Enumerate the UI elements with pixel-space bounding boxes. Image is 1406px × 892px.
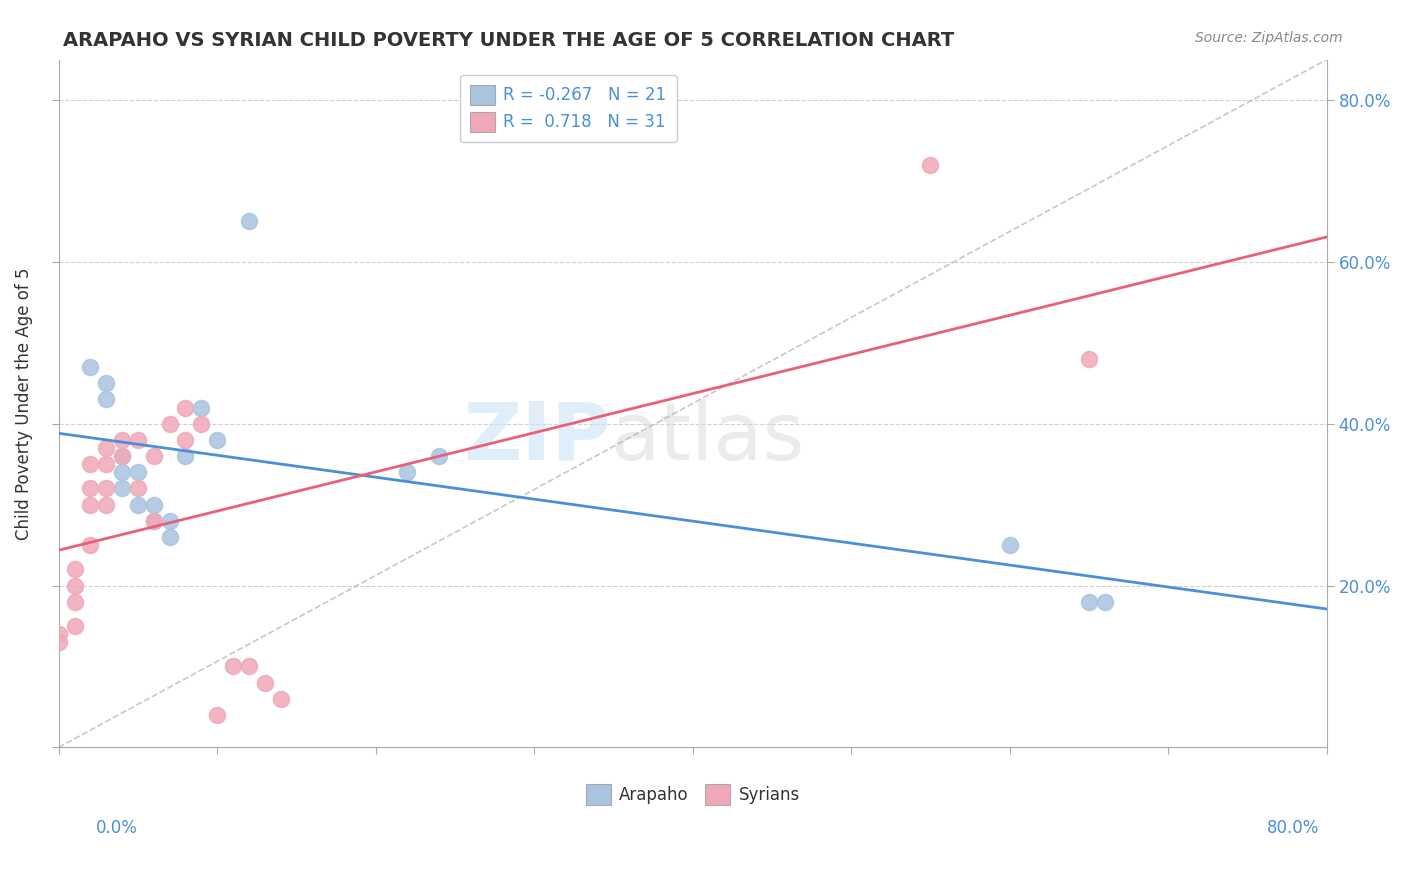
Point <box>190 401 212 415</box>
Point <box>127 433 149 447</box>
Text: ZIP: ZIP <box>463 399 610 477</box>
Point <box>63 595 86 609</box>
Point <box>111 449 134 463</box>
Legend: Arapaho, Syrians: Arapaho, Syrians <box>575 774 810 814</box>
Point <box>111 482 134 496</box>
Text: Source: ZipAtlas.com: Source: ZipAtlas.com <box>1195 31 1343 45</box>
Text: 80.0%: 80.0% <box>1267 819 1319 837</box>
Point <box>127 465 149 479</box>
Point <box>96 392 118 407</box>
Point <box>238 214 260 228</box>
Point <box>427 449 450 463</box>
Point <box>159 417 181 431</box>
Point <box>127 482 149 496</box>
Point <box>111 465 134 479</box>
Point <box>222 659 245 673</box>
Point <box>48 635 70 649</box>
Point <box>190 417 212 431</box>
Point <box>96 441 118 455</box>
Point <box>79 482 101 496</box>
Point <box>159 530 181 544</box>
Point <box>142 449 165 463</box>
Point <box>205 433 228 447</box>
Point <box>79 498 101 512</box>
Point <box>142 514 165 528</box>
Point <box>253 675 276 690</box>
Point <box>1077 351 1099 366</box>
Point <box>96 498 118 512</box>
Text: 0.0%: 0.0% <box>96 819 138 837</box>
Point <box>142 498 165 512</box>
Point <box>238 659 260 673</box>
Point <box>111 449 134 463</box>
Text: atlas: atlas <box>610 399 804 477</box>
Point <box>48 627 70 641</box>
Text: ARAPAHO VS SYRIAN CHILD POVERTY UNDER THE AGE OF 5 CORRELATION CHART: ARAPAHO VS SYRIAN CHILD POVERTY UNDER TH… <box>63 31 955 50</box>
Point <box>79 360 101 375</box>
Point <box>96 482 118 496</box>
Point <box>396 465 419 479</box>
Point <box>920 158 942 172</box>
Point <box>111 433 134 447</box>
Point <box>96 457 118 471</box>
Point <box>270 691 292 706</box>
Point <box>127 498 149 512</box>
Point <box>998 538 1021 552</box>
Point <box>174 433 197 447</box>
Y-axis label: Child Poverty Under the Age of 5: Child Poverty Under the Age of 5 <box>15 268 32 540</box>
Point <box>79 457 101 471</box>
Point <box>63 619 86 633</box>
Point <box>1094 595 1116 609</box>
Point <box>174 449 197 463</box>
Point <box>63 562 86 576</box>
Point <box>1077 595 1099 609</box>
Point <box>159 514 181 528</box>
Point <box>79 538 101 552</box>
Point <box>142 514 165 528</box>
Point <box>205 708 228 723</box>
Point <box>96 376 118 391</box>
Point <box>63 578 86 592</box>
Point <box>174 401 197 415</box>
